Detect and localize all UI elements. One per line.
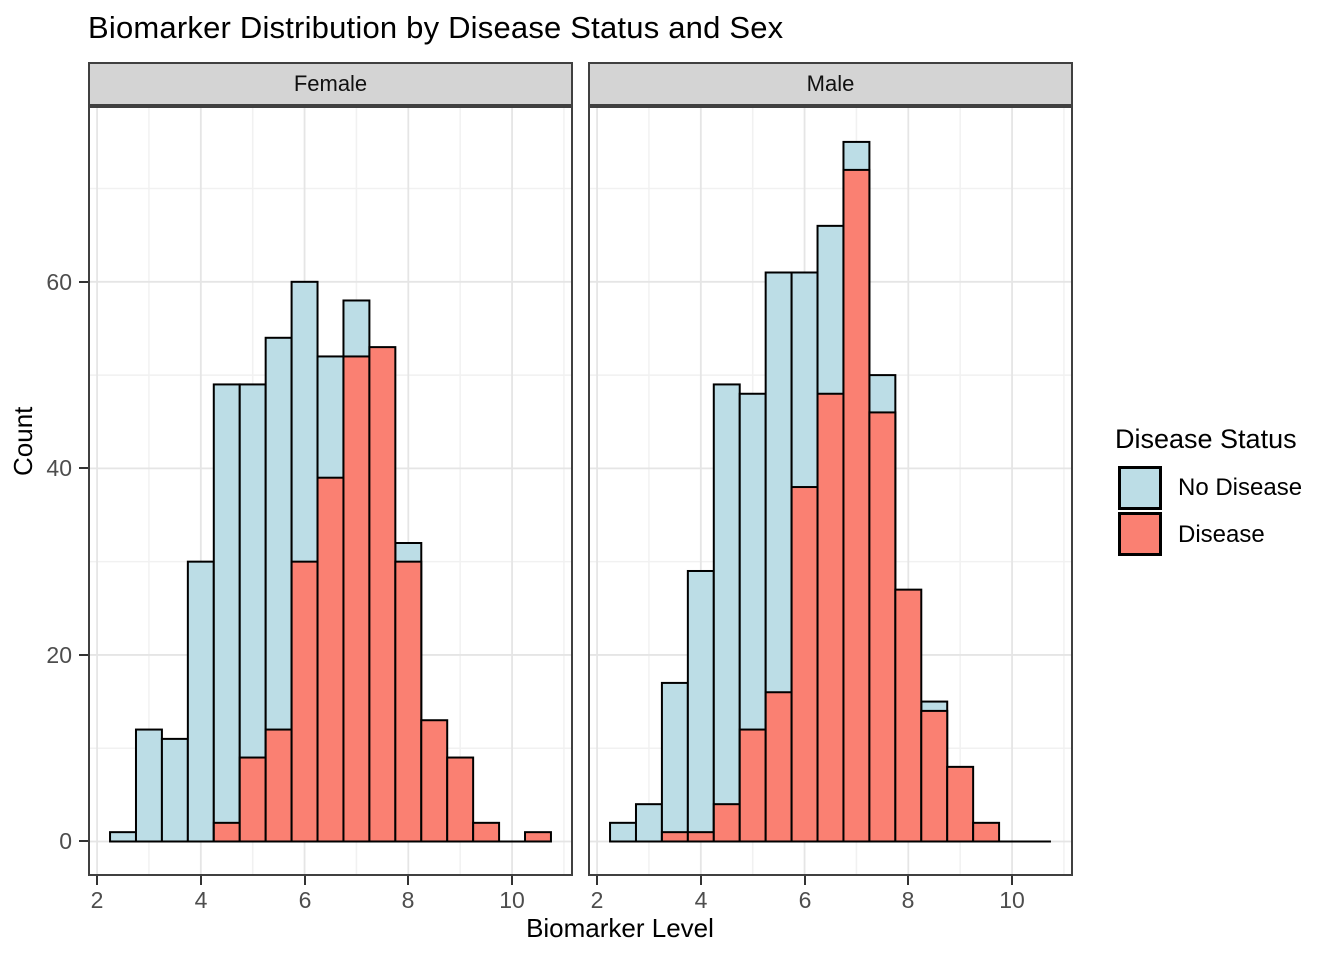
- y-tick-label: 40: [46, 455, 72, 481]
- x-tick-mark: [407, 876, 409, 885]
- facet-panel-male: [588, 106, 1073, 876]
- x-axis-label: Biomarker Level: [526, 913, 714, 943]
- facet-strip-male: Male: [588, 62, 1073, 106]
- x-tick-label: 6: [798, 887, 812, 913]
- facet-strip-female: Female: [88, 62, 573, 106]
- x-tick-mark: [907, 876, 909, 885]
- y-tick-mark: [79, 281, 88, 283]
- x-tick-mark: [200, 876, 202, 885]
- x-tick-mark: [304, 876, 306, 885]
- y-tick-mark: [79, 654, 88, 656]
- x-tick-label: 8: [401, 887, 415, 913]
- x-tick-label: 10: [999, 887, 1025, 913]
- y-tick-label: 20: [46, 642, 72, 668]
- x-tick-label: 4: [694, 887, 708, 913]
- x-tick-mark: [596, 876, 598, 885]
- y-tick-mark: [79, 840, 88, 842]
- x-tick-label: 8: [901, 887, 915, 913]
- legend-title: Disease Status: [1115, 424, 1297, 454]
- facet-strip-female-label: Female: [293, 71, 368, 96]
- x-tick-label: 4: [194, 887, 208, 913]
- x-tick-label: 6: [298, 887, 312, 913]
- x-tick-label: 2: [590, 887, 604, 913]
- facet-panel-female: [88, 106, 573, 876]
- y-tick-mark: [79, 467, 88, 469]
- x-tick-label: 2: [90, 887, 104, 913]
- legend-label-no-disease: No Disease: [1178, 474, 1303, 501]
- y-tick-label: 0: [59, 828, 72, 854]
- x-tick-mark: [700, 876, 702, 885]
- x-tick-mark: [1011, 876, 1013, 885]
- legend-swatch-no-disease: [1118, 466, 1162, 510]
- x-tick-mark: [96, 876, 98, 885]
- facet-strip-male-label: Male: [806, 71, 855, 96]
- x-tick-label: 10: [499, 887, 525, 913]
- x-tick-mark: [804, 876, 806, 885]
- y-tick-label: 60: [46, 269, 72, 295]
- y-axis-label: Count: [8, 406, 38, 476]
- legend-swatch-disease: [1118, 512, 1162, 556]
- x-tick-mark: [511, 876, 513, 885]
- chart-title: Biomarker Distribution by Disease Status…: [88, 10, 784, 45]
- legend-label-disease: Disease: [1178, 521, 1265, 548]
